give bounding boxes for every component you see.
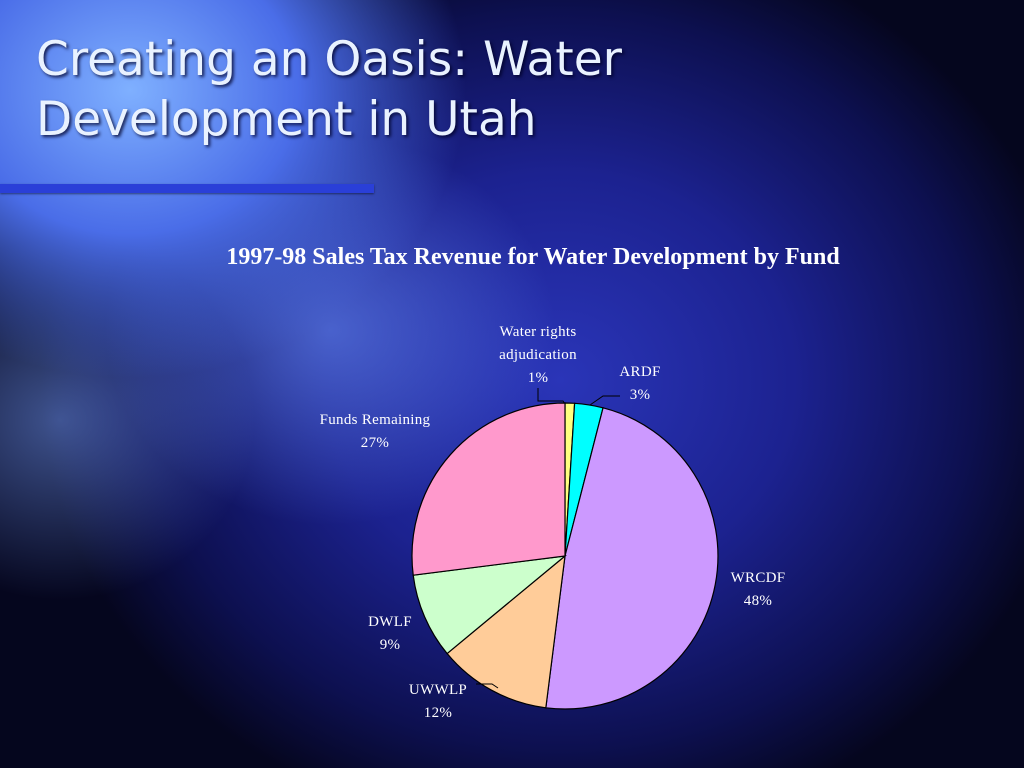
title-underline-bar: [0, 184, 374, 193]
slide-title: Creating an Oasis: Water Development in …: [36, 30, 622, 150]
leader-line-water-rights-adjudication: [537, 388, 566, 405]
pie-slice-uwwlp: [446, 554, 566, 709]
pie-label-funds-remaining: Funds Remaining 27%: [320, 412, 431, 451]
pie-slice-dwlf: [412, 555, 567, 655]
pie-slice-wrcdf: [545, 407, 719, 710]
chart-title: 1997-98 Sales Tax Revenue for Water Deve…: [226, 244, 840, 270]
pie-label-wrcdf: WRCDF 48%: [731, 570, 786, 609]
pie-label-ardf: ARDF 3%: [619, 364, 660, 403]
leader-line-uwwlp: [476, 683, 499, 689]
slide-title-line1: Creating an Oasis: Water: [36, 32, 622, 87]
pie-label-water-rights-adjudication: Water rights adjudication 1%: [499, 324, 577, 386]
pie-label-dwlf: DWLF 9%: [368, 614, 412, 653]
leader-line-ardf: [589, 395, 620, 406]
pie-slice-funds-remaining: [411, 402, 566, 576]
pie-label-uwwlp: UWWLP 12%: [409, 682, 467, 721]
slide-title-line2: Development in Utah: [36, 92, 537, 147]
